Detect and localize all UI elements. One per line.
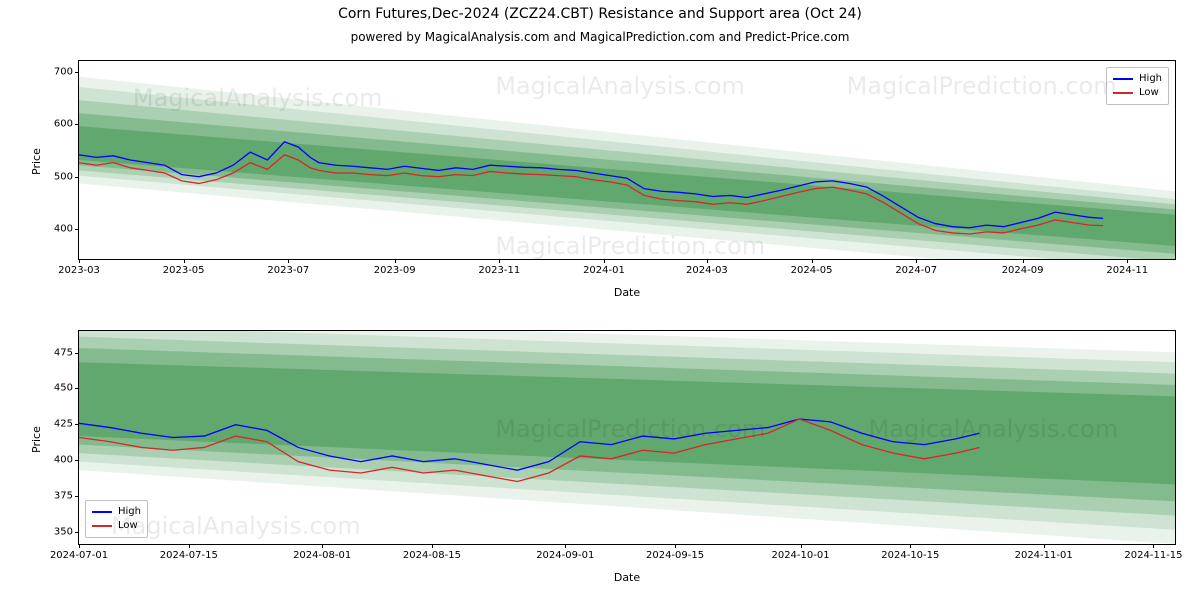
ytick-label: 700 — [54, 66, 79, 77]
ytick-label: 475 — [54, 347, 79, 358]
xtick-label: 2024-10-01 — [771, 544, 829, 561]
xtick-label: 2024-09-01 — [536, 544, 594, 561]
xtick-label: 2024-08-15 — [403, 544, 461, 561]
xtick-label: 2024-07-01 — [50, 544, 108, 561]
xtick-label: 2024-11 — [1106, 259, 1148, 276]
legend-item: High — [92, 505, 141, 519]
legend: HighLow — [1106, 67, 1169, 105]
ytick-label: 425 — [54, 419, 79, 430]
xlabel-top: Date — [78, 286, 1176, 299]
plot-bottom: 3503754004254504752024-07-012024-07-1520… — [78, 330, 1176, 545]
ylabel-top: Price — [30, 148, 43, 175]
legend-swatch — [92, 525, 112, 527]
xtick-label: 2023-11 — [478, 259, 520, 276]
xtick-label: 2024-03 — [686, 259, 728, 276]
legend-item: High — [1113, 72, 1162, 86]
chart-title: Corn Futures,Dec-2024 (ZCZ24.CBT) Resist… — [0, 6, 1200, 22]
xtick-label: 2023-03 — [58, 259, 100, 276]
chart-container: Corn Futures,Dec-2024 (ZCZ24.CBT) Resist… — [0, 0, 1200, 600]
legend-label: Low — [1139, 86, 1159, 100]
xtick-label: 2024-05 — [791, 259, 833, 276]
xtick-label: 2024-07 — [895, 259, 937, 276]
legend-swatch — [1113, 78, 1133, 80]
legend-label: Low — [118, 519, 138, 533]
ytick-label: 500 — [54, 171, 79, 182]
chart-subtitle: powered by MagicalAnalysis.com and Magic… — [0, 30, 1200, 44]
legend-label: High — [1139, 72, 1162, 86]
xtick-label: 2023-09 — [374, 259, 416, 276]
xlabel-bottom: Date — [78, 571, 1176, 584]
legend-label: High — [118, 505, 141, 519]
ytick-label: 375 — [54, 490, 79, 501]
ytick-label: 450 — [54, 383, 79, 394]
legend-item: Low — [92, 519, 141, 533]
xtick-label: 2024-11-15 — [1124, 544, 1182, 561]
ytick-label: 400 — [54, 224, 79, 235]
ylabel-bottom: Price — [30, 426, 43, 453]
legend: HighLow — [85, 500, 148, 538]
xtick-label: 2023-05 — [163, 259, 205, 276]
plot-svg — [79, 61, 1175, 259]
xtick-label: 2024-08-01 — [293, 544, 351, 561]
legend-item: Low — [1113, 86, 1162, 100]
plot-svg — [79, 331, 1175, 544]
legend-swatch — [1113, 92, 1133, 94]
xtick-label: 2024-01 — [583, 259, 625, 276]
ytick-label: 600 — [54, 119, 79, 130]
plot-top: 4005006007002023-032023-052023-072023-09… — [78, 60, 1176, 260]
ytick-label: 350 — [54, 526, 79, 537]
xtick-label: 2024-09 — [1002, 259, 1044, 276]
xtick-label: 2023-07 — [267, 259, 309, 276]
xtick-label: 2024-07-15 — [160, 544, 218, 561]
legend-swatch — [92, 511, 112, 513]
xtick-label: 2024-10-15 — [881, 544, 939, 561]
xtick-label: 2024-11-01 — [1015, 544, 1073, 561]
ytick-label: 400 — [54, 455, 79, 466]
xtick-label: 2024-09-15 — [646, 544, 704, 561]
